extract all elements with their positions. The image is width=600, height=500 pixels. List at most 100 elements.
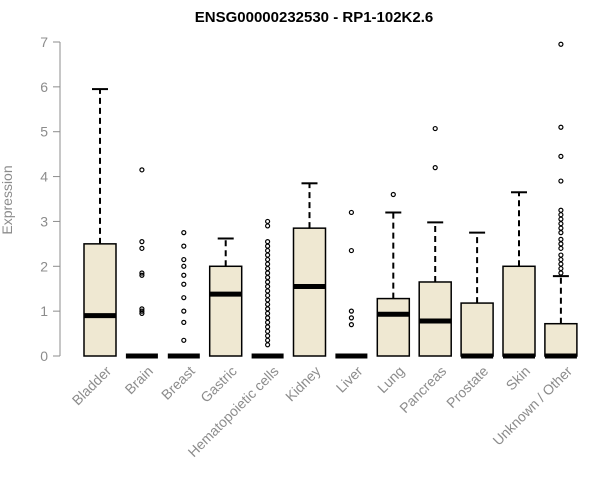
- box-body: [460, 302, 494, 357]
- outlier-point: [139, 270, 145, 276]
- outlier-point: [181, 263, 187, 269]
- outlier-point: [265, 288, 271, 294]
- box-skin: [502, 191, 536, 359]
- x-tick-label: Lung: [374, 363, 407, 396]
- outlier-point: [558, 245, 564, 251]
- x-tick-label: Prostate: [443, 363, 491, 411]
- y-tick-label: 7: [40, 34, 48, 50]
- outlier-point: [558, 230, 564, 236]
- box-body: [502, 265, 536, 357]
- x-tick-label: Pancreas: [396, 363, 449, 416]
- outlier-point: [432, 165, 438, 171]
- outlier-point: [181, 272, 187, 278]
- box-body: [292, 227, 327, 357]
- outlier-point: [558, 221, 564, 227]
- y-tick-label: 4: [40, 169, 48, 185]
- box-prostate: [460, 231, 494, 359]
- box-lung: [376, 191, 411, 357]
- box-body: [376, 297, 411, 357]
- box-unknown-other: [544, 41, 578, 359]
- x-tick-label: Skin: [503, 363, 534, 394]
- box-gastric: [208, 237, 243, 357]
- outlier-point: [558, 124, 564, 130]
- outlier-point: [139, 308, 145, 314]
- outlier-point: [558, 261, 564, 267]
- outlier-point: [558, 178, 564, 184]
- outlier-point: [265, 297, 271, 303]
- box-hematopoietic-cells: [251, 218, 284, 359]
- outlier-point: [265, 306, 271, 312]
- outlier-point: [265, 283, 271, 290]
- outlier-point: [181, 337, 187, 343]
- outlier-point: [265, 337, 271, 343]
- x-tick-label: Bladder: [69, 363, 115, 409]
- x-tick-label: Brain: [122, 363, 156, 397]
- outlier-point: [139, 239, 145, 245]
- outlier-point: [265, 243, 271, 249]
- outlier-point: [181, 256, 187, 263]
- box-pancreas: [418, 125, 452, 357]
- outlier-point: [390, 191, 396, 198]
- y-tick-label: 1: [40, 303, 48, 319]
- box-series: [83, 41, 578, 359]
- y-tick-label: 0: [40, 348, 48, 364]
- box-body: [83, 243, 117, 357]
- box-liver: [335, 209, 368, 359]
- outlier-point: [265, 247, 271, 254]
- outlier-point: [181, 319, 187, 325]
- box-body: [208, 265, 243, 357]
- y-axis-label: Expression: [0, 165, 15, 234]
- outlier-point: [558, 41, 564, 47]
- box-body: [544, 322, 578, 357]
- outlier-point: [265, 319, 271, 325]
- box-bladder: [83, 88, 117, 357]
- outlier-point: [265, 261, 271, 267]
- outlier-point: [558, 216, 564, 222]
- outlier-point: [181, 295, 187, 301]
- outlier-point: [348, 315, 354, 321]
- outlier-point: [265, 315, 271, 321]
- outlier-point: [181, 230, 187, 236]
- outlier-point: [265, 252, 271, 258]
- outlier-point: [558, 270, 564, 276]
- outlier-point: [432, 125, 438, 132]
- x-tick-label: Liver: [333, 363, 366, 396]
- outlier-point: [181, 308, 187, 314]
- outlier-point: [558, 225, 564, 231]
- outlier-point: [139, 245, 145, 251]
- chart-title: ENSG00000232530 - RP1-102K2.6: [195, 9, 434, 26]
- outlier-point: [265, 292, 271, 299]
- y-tick-label: 3: [40, 213, 48, 229]
- outlier-point: [265, 328, 271, 334]
- outlier-point: [265, 301, 271, 308]
- outlier-point: [558, 256, 564, 263]
- outlier-point: [348, 322, 354, 328]
- outlier-point: [558, 241, 564, 247]
- outlier-point: [558, 153, 564, 159]
- outlier-point: [265, 256, 271, 263]
- outlier-point: [139, 306, 145, 312]
- outlier-point: [558, 212, 564, 218]
- box-kidney: [292, 182, 327, 357]
- outlier-point: [558, 236, 564, 242]
- x-tick-label: Unknown / Other: [489, 363, 575, 449]
- outlier-point: [265, 265, 271, 272]
- outlier-point: [265, 279, 271, 285]
- x-tick-label: Breast: [158, 363, 198, 403]
- outlier-point: [265, 270, 271, 276]
- x-tick-label: Kidney: [282, 363, 324, 405]
- outlier-point: [139, 167, 145, 173]
- outlier-point: [181, 281, 187, 287]
- outlier-point: [558, 252, 564, 258]
- outlier-point: [265, 218, 271, 225]
- outlier-point: [265, 223, 271, 229]
- y-axis: 0 1 2 3 4 5 6 7: [40, 34, 61, 364]
- outlier-point: [348, 308, 354, 314]
- outlier-point: [181, 243, 187, 249]
- y-tick-label: 2: [40, 258, 48, 274]
- outlier-point: [265, 333, 271, 339]
- y-tick-label: 5: [40, 124, 48, 140]
- box-breast: [167, 230, 200, 359]
